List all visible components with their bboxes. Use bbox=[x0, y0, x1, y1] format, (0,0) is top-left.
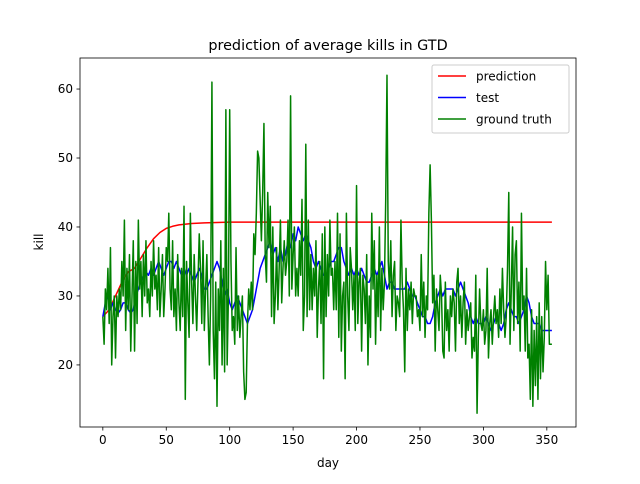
y-tick-label: 20 bbox=[58, 358, 73, 372]
legend: prediction test ground truth bbox=[431, 64, 570, 134]
x-tick-label: 150 bbox=[282, 433, 305, 447]
x-tick-label: 0 bbox=[99, 433, 107, 447]
y-axis-label: kill bbox=[32, 234, 46, 251]
y-tick-label: 60 bbox=[58, 82, 73, 96]
axes-layer: 0 50 100 150 200 250 300 350 20 30 40 50 60 bbox=[58, 57, 577, 447]
series-line-ground-truth bbox=[102, 74, 552, 414]
x-tick-label: 350 bbox=[535, 433, 558, 447]
series-layer bbox=[102, 74, 552, 414]
legend-box bbox=[431, 64, 570, 134]
plot-frame bbox=[79, 57, 577, 428]
legend-label: test bbox=[476, 91, 499, 105]
legend-label: prediction bbox=[476, 70, 536, 84]
chart-title: prediction of average kills in GTD bbox=[208, 38, 447, 54]
x-tick-label: 250 bbox=[409, 433, 432, 447]
legend-label: ground truth bbox=[476, 113, 552, 127]
x-tick-label: 100 bbox=[218, 433, 241, 447]
x-axis-label: day bbox=[317, 456, 339, 470]
y-tick-label: 30 bbox=[58, 289, 73, 303]
x-tick-label: 50 bbox=[159, 433, 174, 447]
y-tick-label: 40 bbox=[58, 220, 73, 234]
x-tick-label: 300 bbox=[472, 433, 495, 447]
x-tick-label: 200 bbox=[345, 433, 368, 447]
y-tick-label: 50 bbox=[58, 151, 73, 165]
